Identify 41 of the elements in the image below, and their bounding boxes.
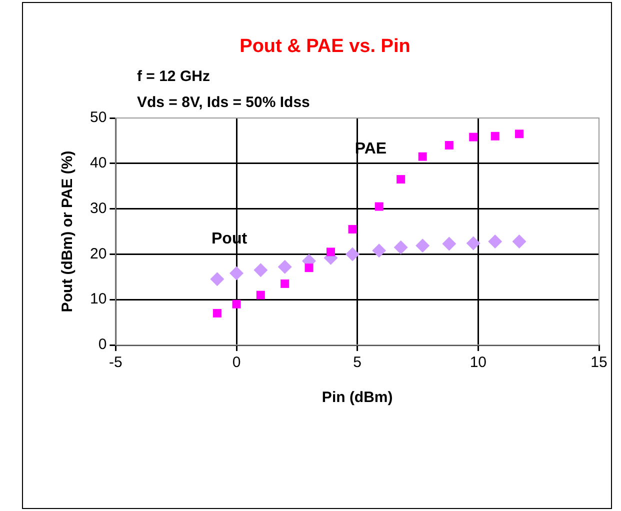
point <box>304 264 314 272</box>
point <box>210 272 224 286</box>
point <box>515 130 524 138</box>
point <box>416 238 430 253</box>
point <box>469 132 478 142</box>
x-tick-label: 10 <box>470 354 487 372</box>
point <box>256 290 265 300</box>
point <box>346 247 360 262</box>
x-tick-label: 5 <box>353 354 362 372</box>
x-tick-label: 0 <box>232 354 241 372</box>
point <box>374 202 384 211</box>
y-tick-label: 30 <box>90 200 107 217</box>
point <box>348 224 357 234</box>
point <box>232 300 241 308</box>
point <box>512 234 526 248</box>
y-tick-label: 50 <box>90 109 107 126</box>
point <box>488 234 502 248</box>
point <box>418 152 427 161</box>
chart-title: Pout & PAE vs. Pin <box>238 36 412 58</box>
x-tick-label: -5 <box>109 354 122 372</box>
y-tick-label: 10 <box>90 290 107 308</box>
y-axis-title: Pout (dBm) or PAE (%) <box>59 150 76 312</box>
point <box>444 141 454 150</box>
point <box>466 236 480 250</box>
point <box>278 260 292 274</box>
point <box>490 132 500 140</box>
chart-subtitle: f = 12 GHz Vds = 8V, Ids = 50% Idss <box>137 67 310 113</box>
point <box>230 266 244 280</box>
point <box>212 308 222 318</box>
x-tick-label: 15 <box>590 354 608 372</box>
y-tick-label: 20 <box>90 245 107 262</box>
y-tick-label: 0 <box>98 336 107 354</box>
x-axis-title: Pin (dBm) <box>322 389 393 406</box>
point <box>394 240 408 254</box>
point <box>372 244 386 258</box>
point <box>442 236 456 251</box>
y-tick-label: 40 <box>90 154 107 172</box>
point <box>254 263 268 278</box>
point <box>280 279 290 288</box>
point <box>396 175 406 184</box>
point <box>326 248 336 256</box>
